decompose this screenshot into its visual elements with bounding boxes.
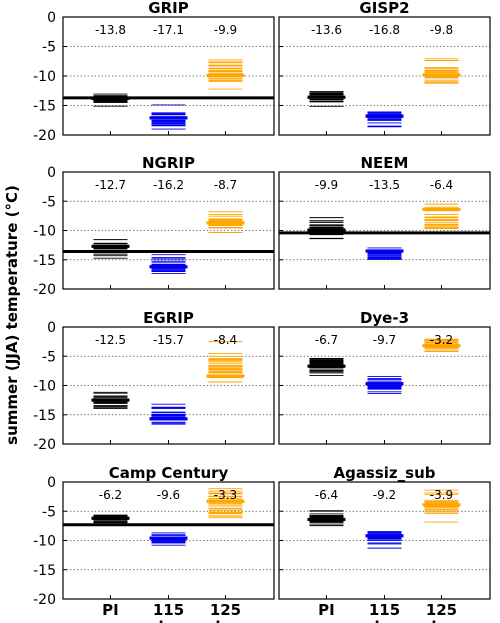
mean-label: -9.6 xyxy=(157,488,180,502)
mean-label: -9.9 xyxy=(214,23,237,37)
mean-label: -6.4 xyxy=(315,488,338,502)
y-tick-label: -20 xyxy=(33,437,56,453)
x-category-label: ka xyxy=(431,618,451,623)
panel-neem: NEEM -9.9 -13.5 -6.4 xyxy=(278,154,491,290)
mean-label: -6.4 xyxy=(430,178,453,192)
y-tick-label: -10 xyxy=(33,379,56,395)
y-tick-label: -10 xyxy=(33,224,56,240)
mean-label: -16.2 xyxy=(153,178,184,192)
member-lines-115-ka xyxy=(151,254,186,274)
y-tick-label: -5 xyxy=(42,40,56,56)
x-category-label: 115 xyxy=(369,601,400,619)
panel-ngrip: NGRIP 0 -5 -10 -15 -20 -12.7 -16.2 -8.7 xyxy=(33,154,275,298)
y-tick-label: -15 xyxy=(33,563,56,579)
x-category-label: 125 xyxy=(426,601,457,619)
panel-title: GISP2 xyxy=(359,0,409,17)
mean-label: -15.7 xyxy=(153,333,184,347)
mean-label: -3.9 xyxy=(430,488,453,502)
mean-label: -9.2 xyxy=(373,488,396,502)
panel-title: Agassiz_sub xyxy=(333,464,435,482)
x-category-label: ka xyxy=(374,618,394,623)
y-tick-label: -15 xyxy=(33,408,56,424)
member-lines-125-ka xyxy=(208,488,243,519)
mean-label: -12.7 xyxy=(95,178,126,192)
x-category-label: 125 xyxy=(210,601,241,619)
y-tick-label: -15 xyxy=(33,253,56,269)
panel-agassiz-sub: Agassiz_sub-6.4-9.2-3.9PI115ka125ka xyxy=(278,464,491,623)
member-lines-125-ka xyxy=(424,58,459,84)
panel-title: Dye-3 xyxy=(360,309,409,327)
y-tick-label: 0 xyxy=(47,165,56,181)
mean-label: -8.4 xyxy=(214,333,237,347)
member-lines-125-ka xyxy=(424,203,459,229)
panel-title: Camp Century xyxy=(109,464,229,482)
y-tick-label: -20 xyxy=(33,128,56,144)
mean-label: -3.3 xyxy=(214,488,237,502)
x-category-label: PI xyxy=(102,601,119,619)
panel-title: GRIP xyxy=(148,0,188,17)
y-tick-label: -5 xyxy=(42,504,56,520)
member-lines-pi xyxy=(93,239,128,259)
panel-grip: GRIP 0 -5 -10 -15 -20 -13.8 -17.1 -9.9 xyxy=(33,0,275,144)
panel-title: NGRIP xyxy=(142,154,195,172)
y-tick-label: -20 xyxy=(33,282,56,298)
mean-label: -9.8 xyxy=(430,23,453,37)
mean-label: -16.8 xyxy=(369,23,400,37)
member-lines-pi xyxy=(309,91,344,107)
x-category-label: 115 xyxy=(153,601,184,619)
panel-title: NEEM xyxy=(361,154,409,172)
member-lines-pi xyxy=(93,93,128,107)
y-tick-label: 0 xyxy=(47,320,56,336)
panel-camp-century: Camp Century 0 -5 -10 -15 -20 -6.2 -9.6 -3.3 PI 11… xyxy=(33,464,275,623)
mean-label: -9.7 xyxy=(373,333,396,347)
member-lines-115-ka xyxy=(151,403,186,425)
mean-label: -3.2 xyxy=(430,333,453,347)
panel-title: EGRIP xyxy=(143,309,194,327)
mean-label: -9.9 xyxy=(315,178,338,192)
mean-label: -13.5 xyxy=(369,178,400,192)
y-tick-label: -5 xyxy=(42,194,56,210)
y-tick-label: -10 xyxy=(33,69,56,85)
y-tick-label: -20 xyxy=(33,592,56,608)
mean-label: -12.5 xyxy=(95,333,126,347)
x-category-label: ka xyxy=(215,618,235,623)
member-lines-pi xyxy=(309,217,344,240)
panel-gisp2: GISP2 -13.6 -16.8 -9.8 xyxy=(278,0,491,136)
mean-label: -13.6 xyxy=(311,23,342,37)
member-lines-115-ka xyxy=(367,531,402,549)
mean-label: -6.7 xyxy=(315,333,338,347)
member-lines-115-ka xyxy=(367,111,402,128)
panel-dye-3: Dye-3 -6.7 -9.7 -3.2 xyxy=(278,309,491,445)
mean-label: -8.7 xyxy=(214,178,237,192)
y-axis-label: summer (JJA) temperature (°C) xyxy=(3,185,21,445)
x-category-label: PI xyxy=(318,601,335,619)
mean-label: -13.8 xyxy=(95,23,126,37)
y-tick-label: -10 xyxy=(33,534,56,550)
panel-egrip: EGRIP 0 -5 -10 -15 -20 -12.5 -15.7 -8.4 xyxy=(33,309,275,453)
y-tick-label: 0 xyxy=(47,10,56,26)
member-lines-125-ka xyxy=(208,341,243,383)
mean-label: -17.1 xyxy=(153,23,184,37)
mean-label: -6.2 xyxy=(99,488,122,502)
panels: GRIP 0 -5 -10 -15 -20 -13.8 -17.1 -9.9 GISP2 -13.6… xyxy=(33,0,491,623)
y-tick-label: -5 xyxy=(42,349,56,365)
y-tick-label: 0 xyxy=(47,475,56,491)
x-category-label: ka xyxy=(158,618,178,623)
y-tick-label: -15 xyxy=(33,99,56,115)
